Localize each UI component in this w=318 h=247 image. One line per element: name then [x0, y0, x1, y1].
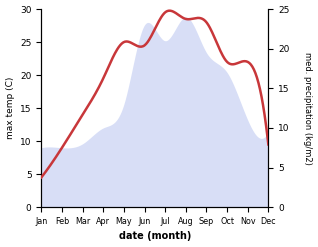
X-axis label: date (month): date (month) [119, 231, 191, 242]
Y-axis label: max temp (C): max temp (C) [5, 77, 15, 139]
Y-axis label: med. precipitation (kg/m2): med. precipitation (kg/m2) [303, 52, 313, 165]
